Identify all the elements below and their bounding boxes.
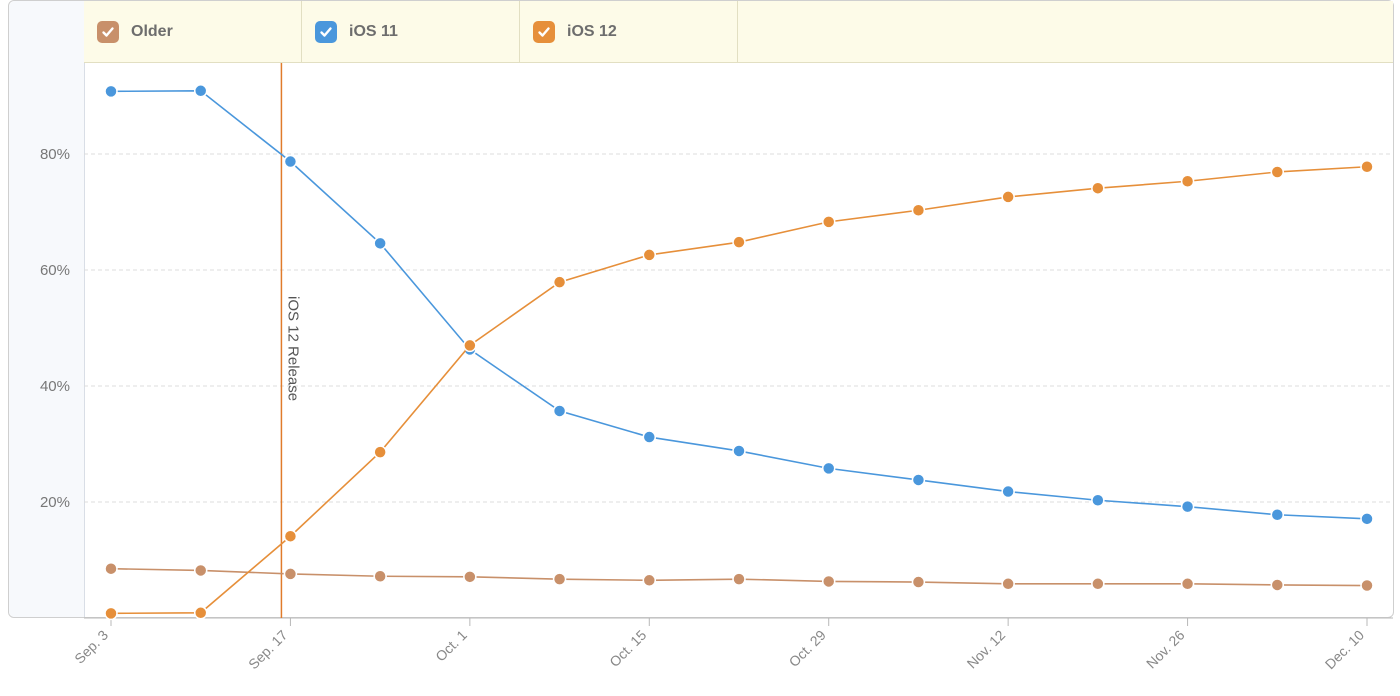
legend-item-ios11[interactable]: iOS 11 (302, 1, 520, 62)
annotation-label: iOS 12 Release (284, 296, 301, 401)
data-point-older (373, 569, 387, 583)
data-point-older (283, 567, 298, 581)
data-point-older (1270, 578, 1285, 592)
data-point-ios-12 (1180, 174, 1195, 189)
data-point-ios-12 (193, 606, 208, 620)
data-point-ios-11 (283, 154, 298, 169)
data-point-older (1360, 578, 1374, 593)
data-point-older (552, 572, 567, 586)
data-point-ios-12 (552, 275, 567, 289)
y-tick-label: 40% (40, 378, 70, 395)
data-point-ios-11 (1360, 512, 1374, 526)
grid-lines (84, 153, 1393, 503)
legend-item-older[interactable]: Older (84, 1, 302, 62)
legend-item-ios12[interactable]: iOS 12 (520, 1, 738, 62)
data-point-ios-12 (911, 203, 926, 218)
data-point-ios-11 (732, 444, 746, 458)
checkbox-ios12-icon[interactable] (533, 20, 555, 43)
y-axis-ticks: 20% 40% 60% 80% (40, 146, 70, 511)
x-tick-label: Oct. 15 (606, 627, 649, 670)
x-tick-label: Nov. 26 (1143, 627, 1188, 672)
data-point-older (821, 574, 836, 589)
data-point-ios-11 (104, 84, 118, 99)
x-tick-label: Oct. 29 (786, 627, 829, 670)
y-tick-label: 20% (40, 494, 70, 511)
data-point-ios-12 (104, 606, 118, 621)
data-point-ios-12 (1001, 190, 1015, 204)
data-point-ios-11 (1091, 493, 1105, 508)
chart-frame (8, 0, 1394, 618)
data-point-ios-11 (911, 473, 926, 487)
checkbox-older-icon[interactable] (97, 20, 119, 43)
legend-label-older: Older (131, 22, 173, 40)
series-layer (104, 84, 1374, 621)
data-point-ios-11 (193, 84, 208, 98)
data-point-ios-12 (642, 248, 657, 262)
x-axis: Sep. 3 Sep. 17 Oct. 1 Oct. 15 Oct. 29 Nov. 12… (71, 617, 1393, 673)
data-point-older (732, 572, 746, 586)
y-tick-label: 80% (40, 146, 70, 163)
data-point-older (104, 561, 118, 576)
legend-label-ios11: iOS 11 (349, 22, 398, 40)
data-point-older (193, 563, 208, 578)
data-point-ios-11 (642, 430, 657, 444)
data-point-ios-11 (1180, 499, 1195, 514)
x-tick-label: Oct. 1 (432, 627, 470, 665)
data-point-ios-12 (463, 338, 477, 353)
data-point-ios-11 (821, 461, 836, 476)
data-point-ios-11 (552, 404, 567, 418)
data-point-ios-12 (1360, 160, 1374, 174)
y-tick-label: 60% (40, 262, 70, 279)
x-tick-label: Sep. 3 (71, 627, 111, 667)
legend-label-ios12: iOS 12 (567, 22, 617, 40)
data-point-ios-12 (1091, 181, 1105, 195)
annotation-layer: iOS 12 Release (280, 63, 301, 618)
y-axis-gutter (9, 1, 85, 617)
legend: Older iOS 11 iOS 12 (84, 1, 1393, 63)
data-point-ios-11 (1270, 508, 1285, 522)
x-tick-label: Sep. 17 (245, 627, 291, 673)
data-point-ios-12 (283, 529, 298, 543)
data-point-older (911, 575, 926, 589)
data-point-older (1001, 577, 1015, 591)
data-point-ios-12 (1270, 165, 1285, 179)
data-point-ios-12 (821, 215, 836, 229)
checkbox-ios11-icon[interactable] (315, 20, 337, 43)
data-point-older (642, 573, 657, 588)
x-tick-label: Nov. 12 (964, 627, 1009, 672)
data-point-ios-12 (373, 445, 387, 459)
data-point-ios-11 (1001, 484, 1015, 499)
data-point-ios-11 (373, 236, 387, 251)
data-point-older (463, 570, 477, 584)
data-point-ios-12 (732, 235, 746, 249)
data-point-older (1091, 577, 1105, 591)
data-point-older (1180, 577, 1195, 591)
x-tick-label: Dec. 10 (1322, 627, 1368, 673)
